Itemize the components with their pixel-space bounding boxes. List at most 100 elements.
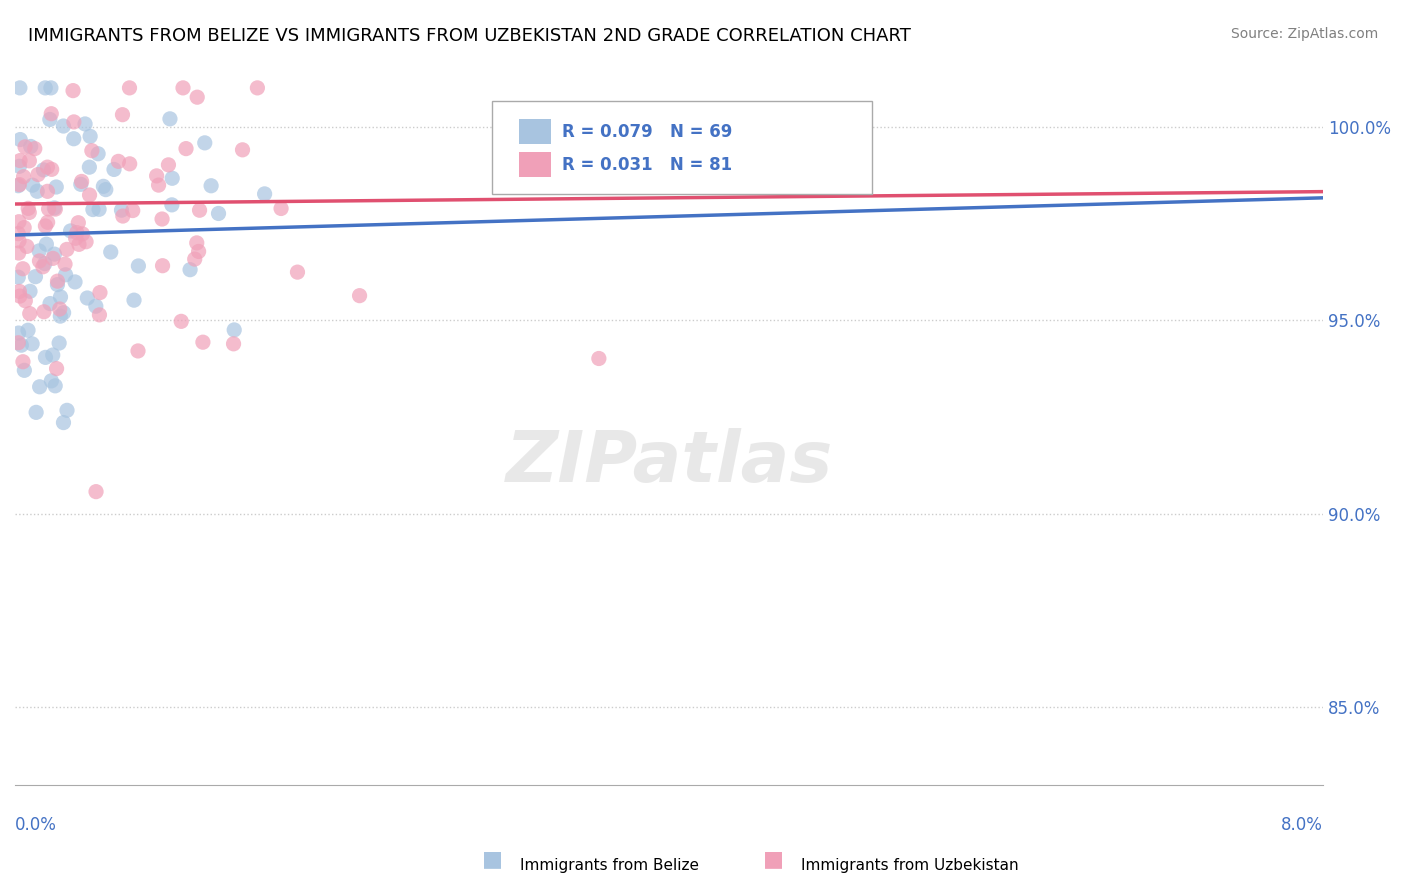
Point bbox=[35, 237, 58, 252]
Point bbox=[8, 132, 31, 146]
Point bbox=[84, 299, 107, 313]
Text: IMMIGRANTS FROM BELIZE VS IMMIGRANTS FROM UZBEKISTAN 2ND GRADE CORRELATION CHART: IMMIGRANTS FROM BELIZE VS IMMIGRANTS FRO… bbox=[28, 27, 911, 45]
Point bbox=[89, 285, 111, 300]
Text: ■: ■ bbox=[763, 849, 783, 869]
Point bbox=[7, 246, 30, 260]
Point bbox=[246, 81, 269, 95]
Point bbox=[14, 140, 37, 154]
Point bbox=[8, 81, 31, 95]
Point bbox=[70, 174, 93, 188]
Point bbox=[39, 106, 62, 120]
Point bbox=[93, 179, 115, 194]
Point bbox=[24, 142, 46, 156]
Point bbox=[25, 405, 48, 419]
Point bbox=[349, 288, 371, 302]
Bar bbox=[519, 119, 551, 144]
Point bbox=[287, 265, 309, 279]
Point bbox=[20, 139, 42, 153]
FancyBboxPatch shape bbox=[492, 101, 872, 194]
Point bbox=[56, 243, 79, 257]
Point bbox=[207, 206, 229, 220]
Point bbox=[13, 220, 35, 235]
Point bbox=[8, 234, 31, 248]
Point bbox=[52, 306, 75, 320]
Point bbox=[25, 184, 48, 198]
Point bbox=[7, 335, 30, 350]
Point bbox=[118, 157, 141, 171]
Point bbox=[7, 326, 30, 340]
Point bbox=[13, 363, 35, 377]
Point bbox=[21, 178, 44, 193]
Point bbox=[15, 239, 38, 253]
Point bbox=[188, 203, 211, 218]
Point bbox=[159, 112, 181, 126]
Point bbox=[24, 269, 46, 284]
Point bbox=[94, 183, 117, 197]
Point bbox=[127, 343, 149, 358]
Point bbox=[7, 178, 30, 193]
Point bbox=[52, 416, 75, 430]
Point bbox=[32, 260, 55, 274]
Point bbox=[17, 202, 39, 216]
Point bbox=[13, 169, 35, 184]
Point bbox=[18, 307, 41, 321]
Point bbox=[28, 254, 51, 268]
Point bbox=[11, 261, 34, 276]
Point bbox=[42, 252, 65, 266]
Point bbox=[39, 296, 62, 310]
Point bbox=[32, 162, 55, 177]
Text: Immigrants from Uzbekistan: Immigrants from Uzbekistan bbox=[801, 858, 1019, 872]
Point bbox=[87, 202, 110, 217]
Text: R = 0.079   N = 69: R = 0.079 N = 69 bbox=[562, 122, 733, 141]
Point bbox=[170, 314, 193, 328]
Point bbox=[49, 290, 72, 304]
Point bbox=[18, 205, 41, 219]
Point bbox=[34, 257, 56, 271]
Point bbox=[10, 338, 32, 352]
Point bbox=[148, 178, 170, 193]
Point bbox=[150, 212, 173, 227]
Point bbox=[110, 203, 132, 218]
Point bbox=[111, 209, 134, 223]
Text: 0.0%: 0.0% bbox=[15, 815, 56, 834]
Point bbox=[44, 201, 66, 215]
Point bbox=[75, 117, 97, 131]
Point bbox=[224, 323, 246, 337]
Point bbox=[231, 143, 253, 157]
Point bbox=[118, 81, 141, 95]
Point bbox=[8, 159, 31, 173]
Point bbox=[8, 289, 31, 303]
Point bbox=[183, 252, 205, 266]
Point bbox=[44, 379, 66, 393]
Point bbox=[79, 129, 101, 144]
Point bbox=[80, 144, 103, 158]
Point bbox=[46, 277, 69, 292]
Point bbox=[62, 84, 84, 98]
Point bbox=[194, 136, 217, 150]
Point bbox=[8, 285, 31, 299]
Point bbox=[44, 202, 66, 216]
Point bbox=[21, 336, 44, 351]
Point bbox=[32, 304, 55, 318]
Point bbox=[37, 215, 59, 229]
Point bbox=[84, 484, 107, 499]
Point bbox=[187, 244, 209, 259]
Point bbox=[588, 351, 610, 366]
Point bbox=[14, 293, 37, 308]
Point bbox=[174, 142, 197, 156]
Point bbox=[76, 291, 98, 305]
Point bbox=[48, 336, 70, 351]
Point bbox=[72, 227, 94, 241]
Point bbox=[28, 380, 51, 394]
Point bbox=[191, 335, 214, 350]
Point bbox=[160, 198, 183, 212]
Point bbox=[63, 275, 86, 289]
Point bbox=[44, 247, 66, 261]
Bar bbox=[519, 153, 551, 178]
Point bbox=[8, 178, 31, 192]
Point bbox=[157, 158, 180, 172]
Point bbox=[107, 154, 129, 169]
Point bbox=[127, 259, 149, 273]
Point bbox=[28, 244, 51, 258]
Point bbox=[222, 336, 245, 351]
